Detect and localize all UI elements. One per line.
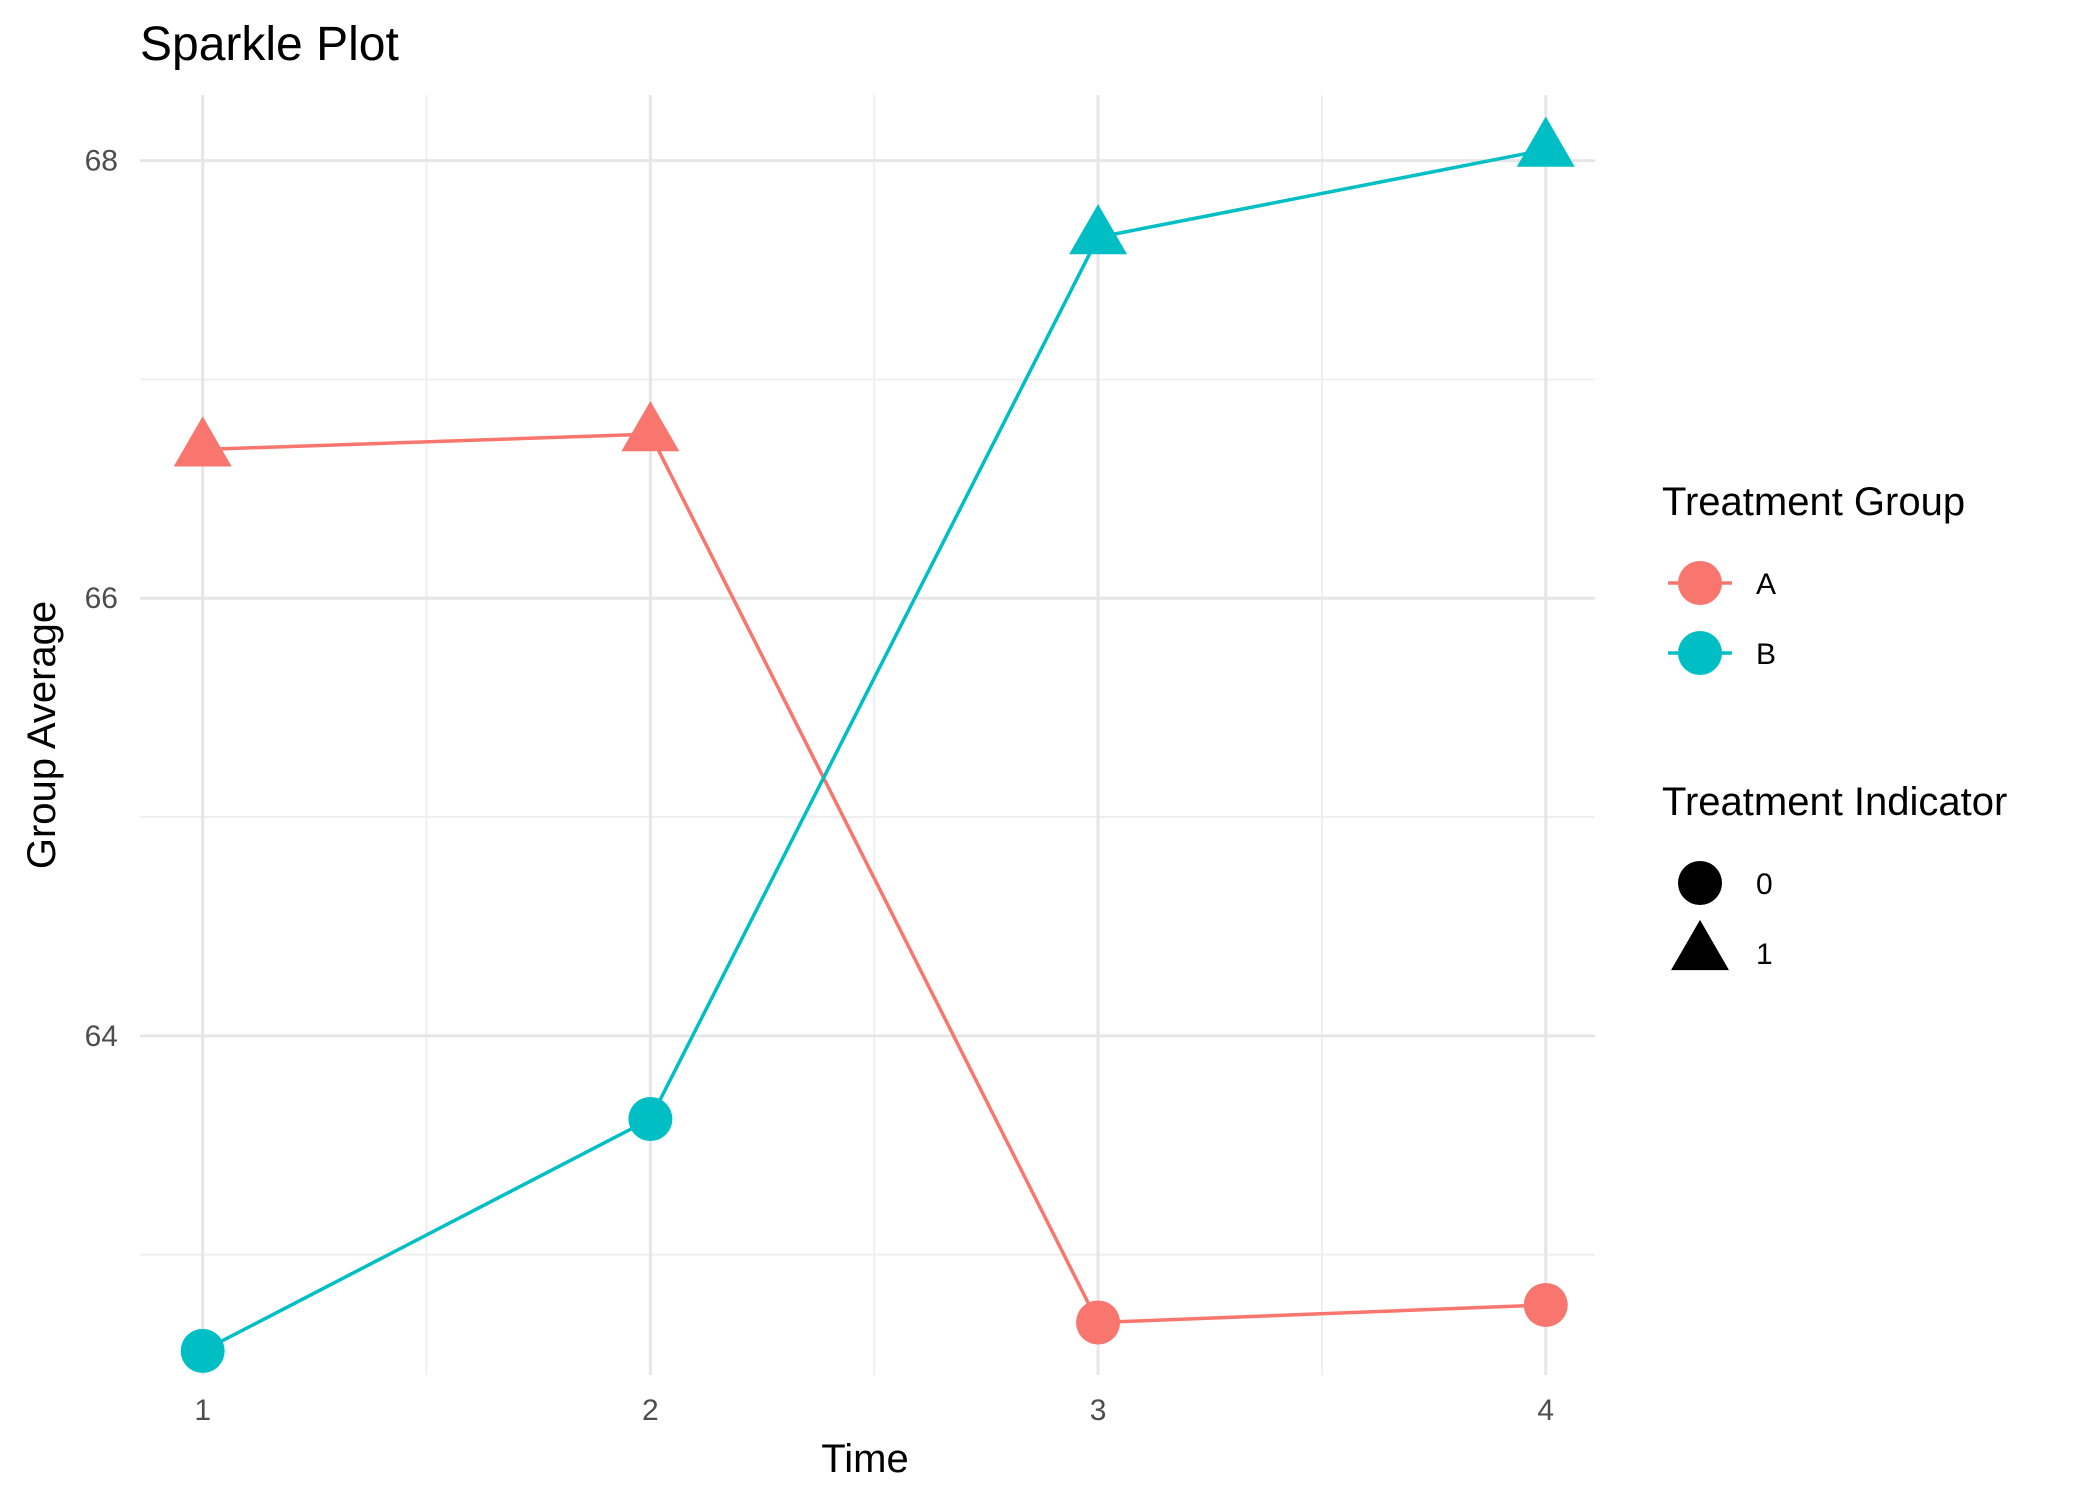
grid-layer [140, 95, 1595, 1375]
series-line-A [202, 432, 1546, 1325]
data-point-circle [1076, 1300, 1121, 1345]
x-axis-title: Time [821, 1437, 908, 1481]
legend-treatment-indicator: Treatment Indicator 0 1 [1662, 780, 2007, 971]
data-point-circle [1523, 1282, 1568, 1327]
y-axis-title: Group Average [20, 601, 64, 869]
legend-indicator-title: Treatment Indicator [1662, 780, 2007, 824]
data-point-circle [180, 1328, 225, 1373]
legend-treatment-group: Treatment Group A B [1662, 480, 1965, 675]
legend-item-label: A [1756, 568, 1776, 601]
x-tick-label: 4 [1537, 1394, 1554, 1427]
triangle-icon [1671, 919, 1729, 971]
legend-item-label: 1 [1756, 938, 1773, 971]
y-tick-label: 68 [85, 145, 118, 178]
series-layer [173, 116, 1575, 1373]
y-tick-label: 66 [85, 582, 118, 615]
data-point-triangle [1069, 204, 1128, 255]
x-tick-label: 3 [1090, 1394, 1107, 1427]
data-point-circle [628, 1097, 673, 1141]
chart-title: Sparkle Plot [140, 18, 399, 71]
data-point-triangle [173, 416, 232, 467]
legend-key-circle [1678, 631, 1722, 675]
circle-icon [1678, 861, 1722, 905]
data-point-triangle [621, 400, 680, 452]
series-line-B [201, 147, 1547, 1353]
legend-item-label: 0 [1756, 868, 1773, 901]
data-point-triangle [1516, 116, 1575, 167]
y-tick-label: 64 [85, 1020, 118, 1053]
legend-item-label: B [1756, 638, 1776, 671]
legend-group-title: Treatment Group [1662, 480, 1965, 524]
legend-key-circle [1678, 561, 1722, 605]
x-tick-label: 2 [642, 1394, 659, 1427]
x-tick-label: 1 [194, 1394, 211, 1427]
tick-labels: 1 2 3 4 64 66 68 [85, 145, 1554, 1427]
